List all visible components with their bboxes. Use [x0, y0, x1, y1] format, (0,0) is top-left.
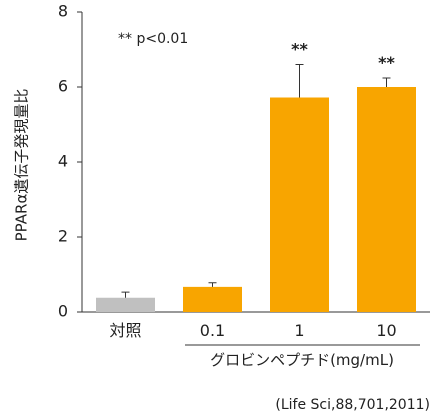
bar-2: [183, 286, 242, 312]
plot-area: 0 2 4 6 8 ** ** 対照 0.1 1 10: [58, 2, 430, 340]
bar-1: [96, 297, 155, 312]
y-ticks: 0 2 4 6 8: [58, 2, 82, 321]
y-tick-label: 6: [58, 77, 68, 96]
x-tick-labels: 対照 0.1 1 10: [109, 321, 396, 340]
significance-marker: **: [291, 40, 308, 59]
x-tick-label: 0.1: [200, 321, 225, 340]
bar-3: [270, 97, 329, 312]
bars: ** **: [96, 40, 416, 312]
y-tick-label: 4: [58, 152, 68, 171]
x-tick-label: 1: [294, 321, 304, 340]
y-tick-label: 2: [58, 227, 68, 246]
y-tick-label: 8: [58, 2, 68, 21]
y-axis-label: PPARα遺伝子発現量比: [13, 89, 31, 242]
y-tick-label: 0: [58, 302, 68, 321]
citation: (Life Sci,88,701,2011): [275, 397, 430, 413]
significance-note: ** p<0.01: [118, 31, 188, 47]
x-tick-label: 対照: [109, 321, 141, 340]
x-tick-label: 10: [376, 321, 396, 340]
bar-4: [357, 87, 416, 312]
x-group-label: グロビンペプチド(mg/mL): [210, 351, 394, 369]
significance-marker: **: [378, 53, 395, 72]
